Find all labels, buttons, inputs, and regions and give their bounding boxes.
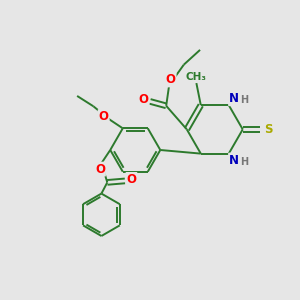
Text: H: H [240, 95, 248, 105]
Text: S: S [264, 123, 273, 136]
Text: N: N [229, 92, 239, 105]
Text: O: O [166, 74, 176, 86]
Text: H: H [240, 157, 248, 167]
Text: O: O [99, 110, 109, 123]
Text: O: O [95, 163, 105, 176]
Text: CH₃: CH₃ [186, 72, 207, 82]
Text: O: O [139, 93, 148, 106]
Text: N: N [229, 154, 239, 166]
Text: O: O [127, 173, 136, 186]
